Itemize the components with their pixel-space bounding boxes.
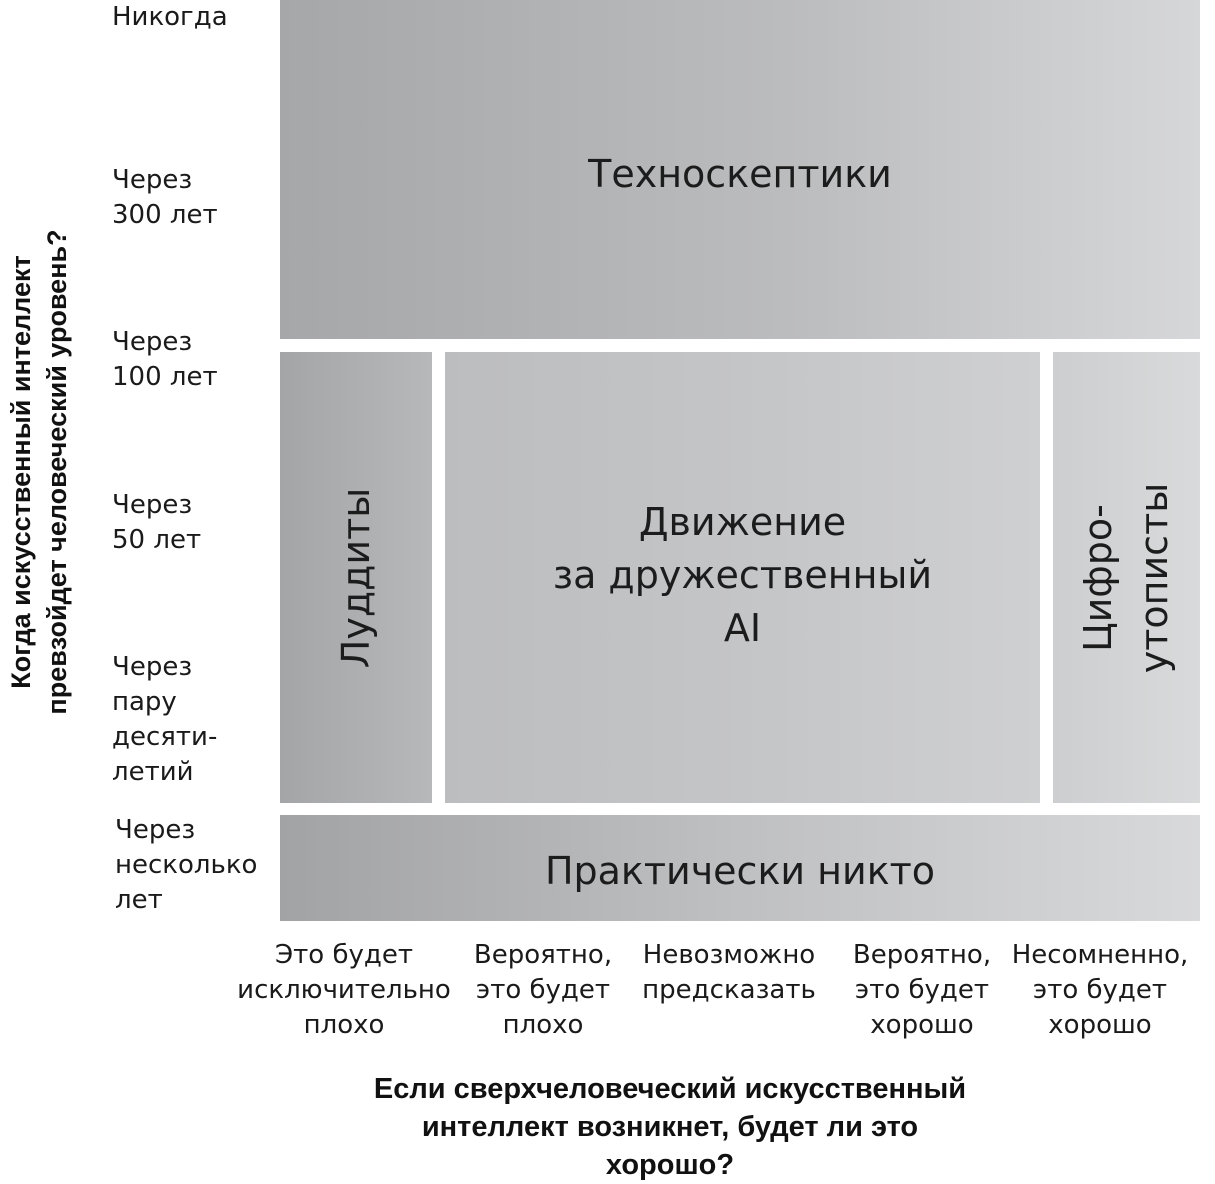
region-friendly-ai: Движение за дружественный AI <box>445 352 1040 803</box>
y-tick-few-years: Через несколько лет <box>115 815 258 915</box>
region-techno-skeptics: Техноскептики <box>280 0 1200 339</box>
y-tick-100-years: Через 100 лет <box>112 327 218 392</box>
x-axis-title: Если сверхчеловеческий искусственный инт… <box>373 1073 967 1181</box>
y-tick-50-years: Через 50 лет <box>112 490 202 555</box>
techno-skeptics-label: Техноскептики <box>588 152 892 196</box>
ai-opinions-diagram: Когда искусственный интеллект превзойдет… <box>6 0 1200 1181</box>
y-axis-title: Когда искусственный интеллект превзойдет… <box>6 229 72 715</box>
digital-utopians-label: Цифро- утописты <box>1076 482 1177 673</box>
x-tick-definitely-good: Несомненно, это будет хорошо <box>1011 940 1189 1040</box>
luddites-label: Луддиты <box>334 487 379 668</box>
virtually-nobody-label: Практически никто <box>544 849 936 893</box>
friendly-ai-label: Движение за дружественный AI <box>552 500 933 650</box>
y-tick-never: Никогда <box>112 2 228 32</box>
x-tick-extremely-bad: Это будет исключительно плохо <box>237 940 451 1040</box>
y-tick-few-decades: Через пару десяти- летий <box>112 652 218 787</box>
x-tick-probably-good: Вероятно, это будет хорошо <box>852 940 992 1040</box>
x-tick-probably-bad: Вероятно, это будет плохо <box>473 940 613 1040</box>
region-luddites: Луддиты <box>280 352 432 803</box>
y-tick-300-years: Через 300 лет <box>112 165 218 230</box>
x-tick-unpredictable: Невозможно предсказать <box>642 940 816 1005</box>
region-digital-utopians: Цифро- утописты <box>1053 352 1200 803</box>
region-virtually-nobody: Практически никто <box>280 815 1200 921</box>
